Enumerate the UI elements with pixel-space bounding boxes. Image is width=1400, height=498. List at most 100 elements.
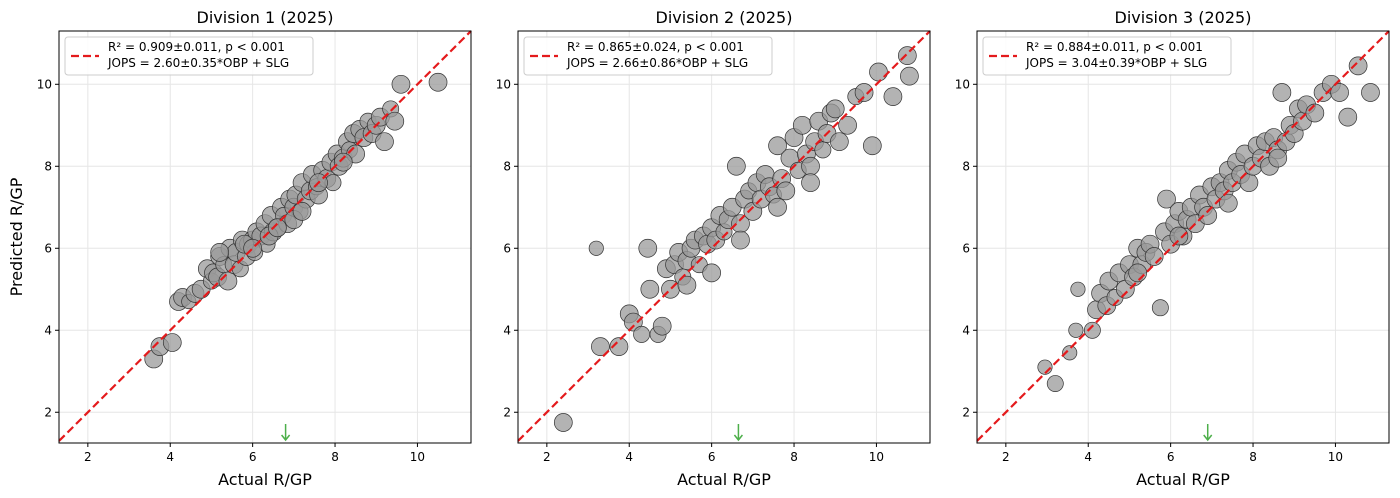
scatter-point — [640, 279, 660, 299]
panel-1-xtick-label-4: 10 — [410, 450, 425, 464]
scatter-point — [830, 132, 849, 152]
scatter-point — [375, 132, 394, 152]
panel-2: 2 4 6 8 10 2 4 6 8 10 R² = 0.865±0.024, p < 0.001… — [496, 8, 931, 489]
scatter-point — [838, 115, 857, 135]
panel-3-xtick-label-3: 8 — [1249, 450, 1257, 464]
panel-2-ticks: 2 4 6 8 10 2 4 6 8 10 — [496, 77, 884, 464]
scatter-point — [862, 136, 882, 156]
panel-2-points — [553, 46, 919, 432]
panel-1-ticks: 2 4 6 8 10 2 4 6 8 10 — [37, 77, 425, 464]
scatter-point — [677, 275, 697, 295]
scatter-point — [268, 218, 287, 238]
scatter-point — [292, 202, 312, 221]
panel-1-xtick-label-3: 8 — [331, 450, 339, 464]
scatter-point — [900, 66, 919, 86]
panel-3-xlabel: Actual R/GP — [1136, 470, 1230, 489]
panel-2-legend-box — [523, 36, 773, 76]
panel-1-xtick-label-0: 2 — [84, 450, 92, 464]
panel-1-legend-line2: JOPS = 2.60±0.35*OBP + SLG — [107, 56, 289, 70]
scatter-point — [333, 152, 353, 172]
scatter-point — [1169, 226, 1189, 246]
panel-1-title: Division 1 (2025) — [197, 8, 334, 27]
scatter-point — [1144, 247, 1164, 266]
panel-2-xtick-label-2: 6 — [708, 450, 716, 464]
panel-1-ytick-label-0: 2 — [44, 405, 52, 419]
panel-1-xtick-label-1: 4 — [166, 450, 174, 464]
panel-3-points — [1037, 56, 1380, 393]
scatter-point — [727, 156, 746, 176]
scatter-point — [553, 413, 573, 432]
panel-1-ytick-label-3: 8 — [44, 159, 52, 173]
scatter-point — [210, 243, 230, 262]
scatter-point — [1157, 189, 1176, 209]
panel-2-ytick-label-2: 6 — [503, 241, 511, 255]
scatter-point — [1046, 375, 1064, 393]
panel-3-title: Division 3 (2025) — [1115, 8, 1252, 27]
panel-2-xtick-label-1: 4 — [625, 450, 633, 464]
panel-2-ytick-label-0: 2 — [503, 405, 511, 419]
panel-1-xtick-label-2: 6 — [249, 450, 257, 464]
panel-3-ytick-label-3: 8 — [962, 159, 970, 173]
panel-3: 2 4 6 8 10 2 4 6 8 10 R² = 0.884±0.011, p < 0.001… — [955, 8, 1390, 489]
scatter-point — [1305, 103, 1325, 123]
panel-1-identity-line — [58, 30, 472, 442]
panel-3-ytick-label-0: 2 — [962, 405, 970, 419]
scatter-point — [768, 136, 787, 156]
scatter-point — [801, 173, 820, 193]
panel-3-xtick-label-0: 2 — [1002, 450, 1010, 464]
scatter-point — [792, 115, 812, 135]
scatter-point — [1361, 83, 1380, 102]
panel-2-ytick-label-4: 10 — [496, 77, 511, 91]
scatter-point — [883, 87, 903, 106]
scatter-point — [702, 263, 721, 283]
scatter-point — [638, 238, 658, 258]
panel-3-legend-box — [982, 36, 1232, 76]
panel-2-xlabel: Actual R/GP — [677, 470, 771, 489]
panel-1-ytick-label-1: 4 — [44, 323, 52, 337]
panel-1-frame — [58, 30, 472, 444]
panel-1: 2 4 6 8 10 2 4 6 8 10 R² = 0.909±0.011, p < 0.001… — [7, 8, 472, 489]
scatter-point — [768, 197, 787, 217]
panel-2-xtick-label-3: 8 — [790, 450, 798, 464]
panel-2-title: Division 2 (2025) — [656, 8, 793, 27]
panel-3-legend-line1: R² = 0.884±0.011, p < 0.001 — [1026, 40, 1203, 54]
panel-3-xtick-label-4: 10 — [1328, 450, 1343, 464]
scatter-point — [869, 62, 888, 82]
scatter-point — [1348, 56, 1368, 76]
panel-2-ytick-label-3: 8 — [503, 159, 511, 173]
panel-1-ylabel: Predicted R/GP — [7, 177, 26, 296]
panel-1-legend: R² = 0.909±0.011, p < 0.001 JOPS = 2.60±… — [64, 36, 314, 76]
panel-2-legend-line2: JOPS = 2.66±0.86*OBP + SLG — [566, 56, 748, 70]
scatter-point — [609, 337, 629, 357]
scatter-point — [1198, 206, 1218, 225]
scatter-point — [776, 181, 796, 201]
panel-3-identity-line — [976, 30, 1390, 442]
panel-2-frame — [517, 30, 931, 444]
scatter-point — [385, 111, 405, 131]
scatter-point — [1083, 321, 1101, 339]
scatter-point — [825, 99, 845, 119]
scatter-point — [624, 312, 643, 332]
scatter-point — [1068, 322, 1084, 338]
scatter-point — [801, 156, 820, 176]
scatter-point — [162, 333, 182, 352]
panel-1-arrow — [281, 424, 291, 442]
scatter-point — [1128, 263, 1148, 283]
scatter-point — [591, 337, 610, 357]
panel-3-arrow — [1203, 424, 1213, 442]
scatter-point — [897, 46, 917, 65]
panel-1-points — [144, 72, 448, 369]
panel-1-xlabel: Actual R/GP — [218, 470, 312, 489]
panel-3-ytick-label-2: 6 — [962, 241, 970, 255]
scatter-point — [391, 74, 411, 94]
panel-3-frame — [976, 30, 1390, 444]
scatter-point — [1338, 107, 1358, 127]
panel-1-legend-line1: R² = 0.909±0.011, p < 0.001 — [108, 40, 285, 54]
scatter-point — [731, 230, 750, 250]
scatter-point — [588, 240, 604, 256]
panel-3-legend: R² = 0.884±0.011, p < 0.001 JOPS = 3.04±… — [982, 36, 1232, 76]
panel-2-ytick-label-1: 4 — [503, 323, 511, 337]
panel-2-identity-line — [517, 30, 931, 442]
scatter-point — [1268, 148, 1288, 168]
